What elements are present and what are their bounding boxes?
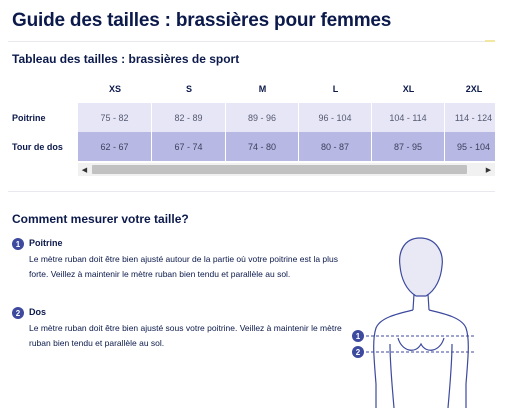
scroll-right-icon[interactable]: ▶ <box>485 166 492 174</box>
table-cell: 80 - 87 <box>299 132 372 161</box>
row-label-back: Tour de dos <box>12 141 63 152</box>
table-cell: 87 - 95 <box>372 132 445 161</box>
marker-1-label: 1 <box>356 332 361 341</box>
step-number-badge: 2 <box>12 307 24 319</box>
size-header-row: XS S M L XL 2XL <box>8 74 495 103</box>
size-table: XS S M L XL 2XL Poitrine 75 - 82 82 - 89… <box>8 74 495 161</box>
size-header-xs: XS <box>108 83 121 94</box>
table-cell: 104 - 114 <box>372 103 445 132</box>
size-header-m: M <box>258 83 267 94</box>
size-header-xl: XL <box>402 83 415 94</box>
table-cell: 114 - 124 <box>445 103 495 132</box>
table-cell: 74 - 80 <box>226 132 299 161</box>
title-divider-accent <box>485 40 495 42</box>
table-cell: 75 - 82 <box>78 103 152 132</box>
table-cell: 96 - 104 <box>299 103 372 132</box>
measure-section-title: Comment mesurer votre taille? <box>12 212 189 226</box>
scrollbar-thumb[interactable] <box>92 165 467 174</box>
title-divider <box>8 41 495 42</box>
horizontal-scrollbar[interactable]: ◀ ▶ <box>78 163 495 176</box>
size-header-2xl: 2XL <box>465 83 483 94</box>
step-title: Poitrine <box>29 238 63 248</box>
size-table-container[interactable]: XS S M L XL 2XL Poitrine 75 - 82 82 - 89… <box>8 74 495 180</box>
table-cell: 67 - 74 <box>152 132 226 161</box>
table-cell: 89 - 96 <box>226 103 299 132</box>
step-title: Dos <box>29 307 47 317</box>
step-description: Le mètre ruban doit être bien ajusté aut… <box>29 254 339 279</box>
size-header-l: L <box>332 83 339 94</box>
table-cell: 82 - 89 <box>152 103 226 132</box>
section-divider <box>8 191 495 192</box>
header-empty-cell <box>8 74 78 103</box>
page-title: Guide des tailles : brassières pour femm… <box>12 10 392 31</box>
marker-2-label: 2 <box>356 348 361 357</box>
scroll-left-icon[interactable]: ◀ <box>81 166 88 174</box>
table-row-chest: Poitrine 75 - 82 82 - 89 89 - 96 96 - 10… <box>8 103 495 132</box>
table-row-back: Tour de dos 62 - 67 67 - 74 74 - 80 80 -… <box>8 132 495 161</box>
row-label-chest: Poitrine <box>12 112 46 123</box>
marker-1 <box>352 330 364 342</box>
size-table-title: Tableau des tailles : brassières de spor… <box>12 52 240 66</box>
body-measurement-illustration: 1 2 <box>346 234 496 408</box>
size-header-s: S <box>185 83 192 94</box>
table-cell: 95 - 104 <box>445 132 495 161</box>
step-description: Le mètre ruban doit être bien ajusté sou… <box>29 323 342 348</box>
step-number-badge: 1 <box>12 238 24 250</box>
marker-2 <box>352 346 364 358</box>
table-cell: 62 - 67 <box>78 132 152 161</box>
